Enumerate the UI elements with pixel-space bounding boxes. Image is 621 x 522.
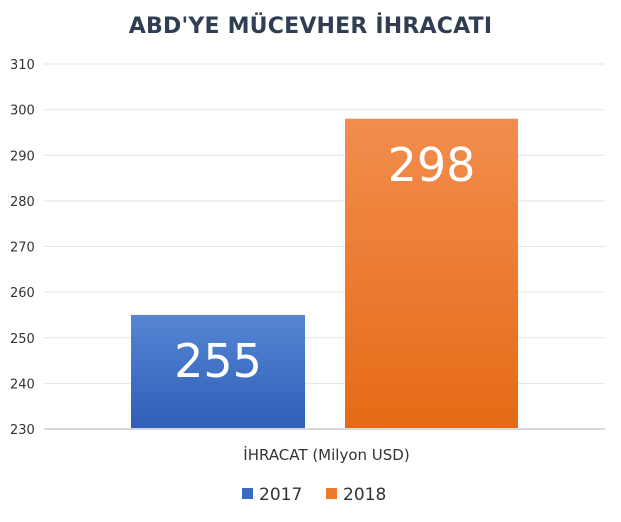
legend-swatch-2018 [326,488,337,499]
y-tick-label: 310 [10,58,35,73]
y-tick-label: 300 [10,104,35,119]
y-tick-label: 240 [10,377,35,392]
chart-title: ABD'YE MÜCEVHER İHRACATI [128,14,493,39]
y-tick-label: 280 [10,195,35,210]
bars: 255 298 [131,118,518,429]
y-tick-label: 290 [10,149,35,164]
grid-lines [44,63,605,384]
y-axis: 230 240 250 260 270 280 290 300 310 [10,58,35,438]
x-category-label: İHRACAT (Milyon USD) [243,445,409,464]
legend-label-2018: 2018 [343,485,386,505]
y-tick-label: 260 [10,286,35,301]
y-tick-label: 250 [10,332,35,347]
bar-2018 [345,118,518,429]
bar-value-label-2018: 298 [388,138,476,192]
legend-label-2017: 2017 [259,485,302,505]
y-tick-label: 270 [10,241,35,256]
legend-swatch-2017 [242,488,253,499]
bar-value-label-2017: 255 [174,334,262,388]
legend: 2017 2018 [242,485,386,505]
bar-2017 [131,314,305,429]
x-axis: İHRACAT (Milyon USD) [44,428,605,464]
y-tick-label: 230 [10,423,35,438]
